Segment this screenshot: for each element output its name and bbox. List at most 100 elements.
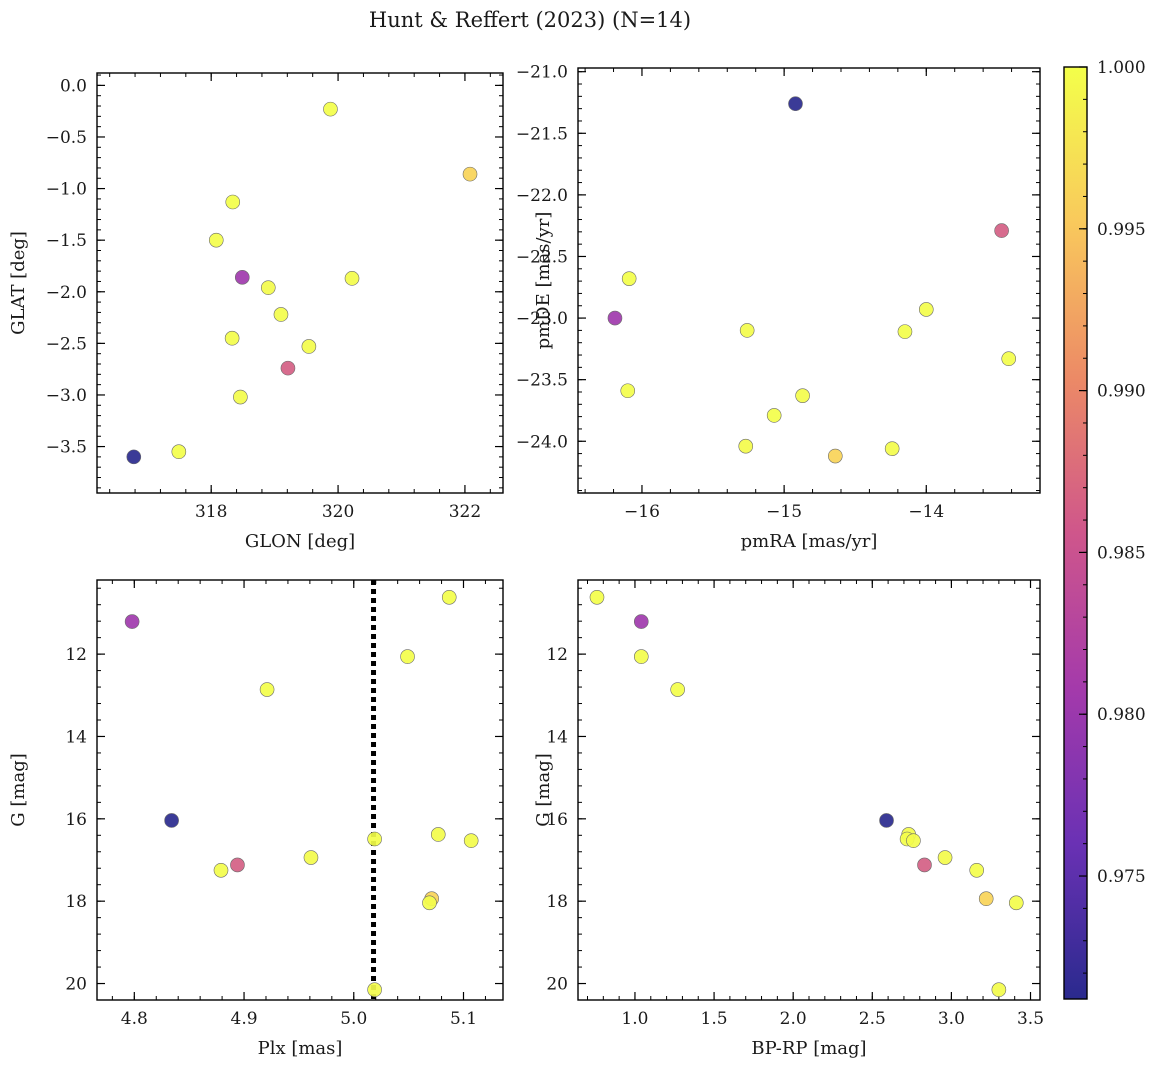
x-tick-label: 4.9 bbox=[231, 1009, 258, 1029]
data-point bbox=[884, 441, 900, 456]
x-tick-label: 5.0 bbox=[340, 1009, 367, 1029]
data-point bbox=[441, 589, 457, 605]
colorbar-gradient bbox=[1063, 66, 1088, 1000]
y-tick-label: −2.5 bbox=[46, 334, 87, 354]
data-point bbox=[301, 339, 317, 354]
data-point bbox=[879, 813, 894, 828]
data-point bbox=[171, 444, 187, 460]
data-point bbox=[906, 833, 921, 848]
figure-title: Hunt & Reffert (2023) (N=14) bbox=[369, 8, 691, 32]
data-point bbox=[224, 330, 240, 346]
y-tick-label: −22.5 bbox=[516, 247, 568, 267]
plot-frame bbox=[96, 579, 504, 1001]
panel-pmra-pmde: −16 −15 −14 −21.0 −21.5 −22.0 −22.5 −23.0 −23.5 −… bbox=[516, 63, 1041, 552]
data-point bbox=[280, 360, 296, 376]
data-point bbox=[124, 614, 140, 629]
y-tick-label: −0.5 bbox=[46, 128, 87, 148]
data-point bbox=[430, 827, 446, 842]
colorbar-tick-label: 0.975 bbox=[1097, 867, 1146, 887]
y-tick-label: −3.5 bbox=[46, 438, 87, 458]
y-tick-label: −24.0 bbox=[516, 432, 568, 452]
y-tick-label: 20 bbox=[546, 975, 568, 995]
data-point bbox=[344, 271, 360, 286]
data-point bbox=[739, 323, 755, 338]
data-point bbox=[462, 166, 478, 182]
x-axis-label: BP-RP [mag] bbox=[751, 1038, 866, 1059]
y-tick-label: −23.5 bbox=[516, 371, 568, 391]
data-point bbox=[827, 448, 843, 464]
y-tick-label: 12 bbox=[65, 645, 87, 665]
data-point bbox=[164, 813, 179, 828]
panel-plx-g: 4.8 4.9 5.0 5.1 12 14 16 18 20 Plx [mas] G [mag] bbox=[8, 579, 504, 1059]
y-axis-label: pmDE [mas/yr] bbox=[533, 212, 554, 350]
data-point bbox=[991, 982, 1007, 998]
x-tick-label: 4.8 bbox=[121, 1009, 148, 1029]
y-tick-label: 16 bbox=[65, 810, 87, 830]
data-point bbox=[367, 831, 382, 847]
x-tick-label: 5.1 bbox=[450, 1009, 477, 1029]
data-point bbox=[795, 388, 810, 403]
data-point bbox=[367, 982, 382, 998]
data-point bbox=[400, 649, 415, 664]
data-point bbox=[621, 271, 637, 286]
data-point bbox=[607, 310, 623, 326]
x-tick-label: 2.0 bbox=[780, 1009, 807, 1029]
colorbar-tick-label: 0.980 bbox=[1097, 705, 1146, 725]
data-point bbox=[259, 682, 275, 697]
x-axis-label: GLON [deg] bbox=[245, 531, 355, 552]
plot-frame bbox=[96, 72, 504, 494]
data-point bbox=[670, 682, 685, 697]
x-axis-label: Plx [mas] bbox=[258, 1038, 343, 1059]
data-point bbox=[463, 833, 479, 848]
x-tick-label: 3.0 bbox=[938, 1009, 965, 1029]
y-tick-label: 12 bbox=[546, 645, 568, 665]
y-axis-label: G [mag] bbox=[533, 753, 554, 826]
data-point bbox=[230, 857, 245, 873]
data-point bbox=[969, 862, 985, 878]
x-tick-label: 1.0 bbox=[621, 1009, 648, 1029]
data-point bbox=[633, 614, 649, 629]
colorbar-tick-label: 0.995 bbox=[1097, 220, 1146, 240]
data-point bbox=[620, 383, 636, 399]
plot-frame bbox=[577, 67, 1041, 494]
y-tick-label: 14 bbox=[546, 727, 568, 747]
x-tick-label: 320 bbox=[322, 502, 354, 522]
data-point bbox=[1008, 895, 1024, 911]
colorbar-tick-label: 0.990 bbox=[1097, 382, 1146, 402]
x-tick-label: 318 bbox=[195, 502, 227, 522]
data-point bbox=[260, 280, 276, 295]
data-point bbox=[917, 857, 932, 873]
plot-frame bbox=[577, 579, 1041, 1001]
data-point bbox=[766, 408, 782, 423]
y-tick-label: −3.0 bbox=[46, 386, 87, 406]
x-tick-label: 3.5 bbox=[1017, 1009, 1044, 1029]
y-tick-label: −22.0 bbox=[516, 186, 568, 206]
data-point bbox=[208, 232, 224, 248]
x-tick-label: −16 bbox=[624, 502, 660, 522]
y-axis-label: G [mag] bbox=[8, 753, 29, 826]
data-point bbox=[303, 850, 319, 865]
data-point bbox=[994, 223, 1009, 238]
data-point bbox=[126, 449, 142, 465]
data-point bbox=[1001, 351, 1017, 367]
colorbar-tick-label: 1.000 bbox=[1097, 58, 1146, 78]
y-axis-label: GLAT [deg] bbox=[8, 231, 29, 335]
y-tick-label: 0.0 bbox=[60, 76, 87, 96]
data-point bbox=[937, 850, 953, 865]
data-point bbox=[788, 96, 803, 112]
y-tick-label: 18 bbox=[65, 892, 87, 912]
panel-glon-glat: 318 320 322 0.0 −0.5 −1.0 −1.5 −2.0 −2.5 −3.0 −3.5… bbox=[8, 72, 504, 552]
x-tick-label: 322 bbox=[449, 502, 481, 522]
x-axis-label: pmRA [mas/yr] bbox=[741, 531, 878, 552]
data-point bbox=[589, 589, 605, 605]
y-tick-label: −1.5 bbox=[46, 231, 87, 251]
data-point bbox=[978, 891, 994, 907]
data-point bbox=[273, 307, 289, 322]
y-tick-label: −2.0 bbox=[46, 283, 87, 303]
y-tick-label: −23.0 bbox=[516, 309, 568, 329]
data-point bbox=[323, 101, 338, 117]
panel-bprp-g: 1.0 1.5 2.0 2.5 3.0 3.5 12 14 16 18 20 BP-RP [mag] G… bbox=[533, 579, 1044, 1059]
x-tick-label: −14 bbox=[908, 502, 944, 522]
data-point bbox=[213, 862, 229, 878]
data-point bbox=[225, 194, 241, 210]
